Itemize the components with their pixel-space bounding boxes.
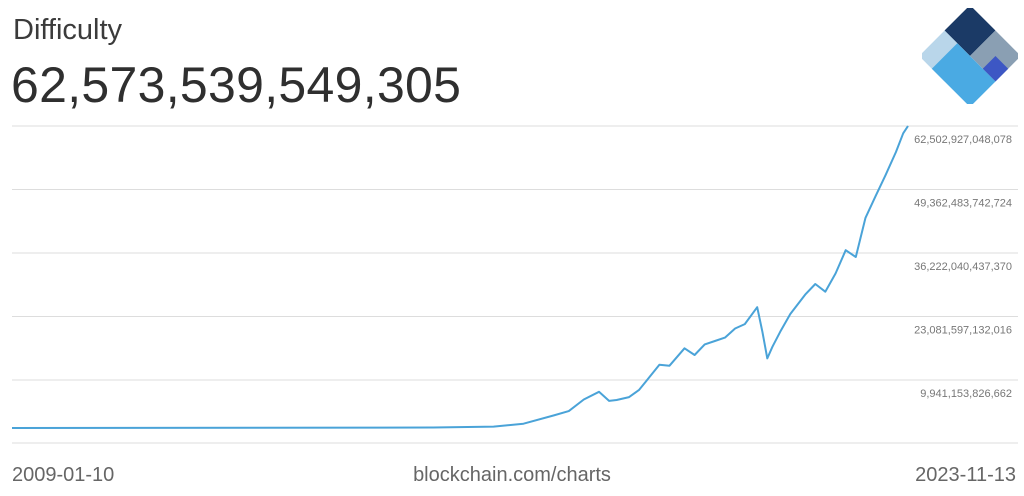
y-tick-label: 9,941,153,826,662 (920, 388, 1012, 400)
blockchain-diamond-icon (922, 8, 1018, 104)
y-tick-label: 49,362,483,742,724 (914, 197, 1012, 209)
source-label: blockchain.com/charts (413, 464, 611, 486)
logo-block-dark (944, 8, 996, 56)
x-axis-start-date: 2009-01-10 (12, 464, 115, 486)
current-difficulty-value: 62,573,539,549,305 (11, 57, 462, 113)
x-axis-end-date: 2023-11-13 (915, 464, 1016, 486)
chart-title: Difficulty (13, 14, 123, 46)
difficulty-series-line (11, 125, 909, 429)
y-tick-label: 23,081,597,132,016 (914, 324, 1012, 336)
y-tick-label: 62,502,927,048,078 (914, 134, 1012, 146)
y-tick-label: 36,222,040,437,370 (914, 261, 1012, 273)
logo-block-cyan (931, 43, 996, 104)
